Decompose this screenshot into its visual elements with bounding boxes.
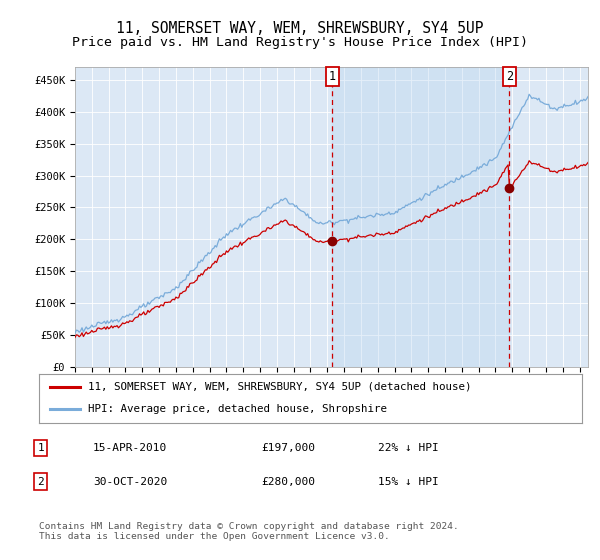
Text: Contains HM Land Registry data © Crown copyright and database right 2024.
This d: Contains HM Land Registry data © Crown c…	[39, 522, 459, 542]
Text: £280,000: £280,000	[261, 477, 315, 487]
Text: 15% ↓ HPI: 15% ↓ HPI	[378, 477, 439, 487]
Text: 11, SOMERSET WAY, WEM, SHREWSBURY, SY4 5UP (detached house): 11, SOMERSET WAY, WEM, SHREWSBURY, SY4 5…	[88, 382, 472, 392]
Text: 2: 2	[506, 70, 513, 83]
Text: 1: 1	[329, 70, 336, 83]
Text: Price paid vs. HM Land Registry's House Price Index (HPI): Price paid vs. HM Land Registry's House …	[72, 36, 528, 49]
Text: HPI: Average price, detached house, Shropshire: HPI: Average price, detached house, Shro…	[88, 404, 387, 414]
Text: 2: 2	[37, 477, 44, 487]
Bar	[332, 67, 509, 367]
Text: 15-APR-2010: 15-APR-2010	[93, 443, 167, 453]
Text: 11, SOMERSET WAY, WEM, SHREWSBURY, SY4 5UP: 11, SOMERSET WAY, WEM, SHREWSBURY, SY4 5…	[116, 21, 484, 36]
Text: 22% ↓ HPI: 22% ↓ HPI	[378, 443, 439, 453]
Text: 30-OCT-2020: 30-OCT-2020	[93, 477, 167, 487]
Text: £197,000: £197,000	[261, 443, 315, 453]
Text: 1: 1	[37, 443, 44, 453]
